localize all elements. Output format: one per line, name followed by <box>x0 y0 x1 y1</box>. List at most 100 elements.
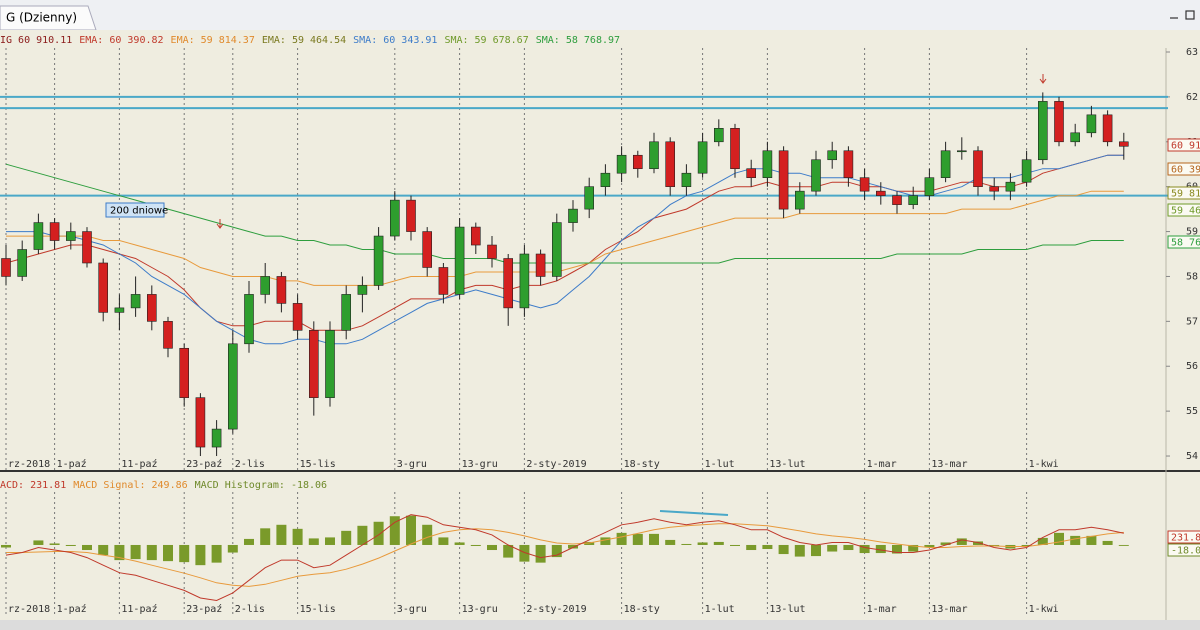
candle-body <box>697 141 708 174</box>
candle-body <box>681 172 692 187</box>
histogram-bar <box>195 544 206 566</box>
histogram-bar <box>827 544 838 552</box>
histogram-bar <box>470 544 481 546</box>
histogram-bar <box>325 537 335 545</box>
macd-label-box <box>1167 543 1200 557</box>
y-tick-label: 62 <box>1186 92 1198 103</box>
y-tick-label: 59 <box>1186 227 1198 238</box>
legend-item: SMA: 58 768.97 <box>536 35 620 46</box>
candle-body <box>195 397 206 448</box>
histogram-bar <box>146 544 157 561</box>
x-tick-label: 18-sty <box>624 604 660 615</box>
candle-body <box>1102 114 1113 143</box>
x-tick-label: 1-mar <box>867 459 897 470</box>
candle-body <box>1119 141 1129 147</box>
price-label: 59 46 <box>1171 206 1200 217</box>
candle-body <box>1005 181 1016 192</box>
legend-item: SMA: 59 678.67 <box>444 35 528 46</box>
arrow <box>1039 74 1047 84</box>
y-tick-label: 56 <box>1186 361 1198 372</box>
legend-item: MACD Histogram: -18.06 <box>195 480 327 491</box>
candle-body <box>973 150 983 187</box>
candle-body <box>98 262 108 313</box>
histogram-bar <box>422 524 433 545</box>
candle-body <box>163 321 173 349</box>
histogram-bar <box>1070 535 1081 545</box>
x-tick-label: 3-gru <box>397 459 427 470</box>
candle-body <box>454 226 465 295</box>
annotation-box <box>105 202 165 218</box>
x-tick-label: 13-lut <box>769 604 805 615</box>
histogram-bar <box>568 544 578 549</box>
candle-body <box>373 235 384 286</box>
arrow <box>216 219 224 229</box>
candle-body <box>406 199 416 232</box>
histogram-bar <box>292 528 303 545</box>
candle-body <box>292 303 303 331</box>
candle-body <box>1086 114 1097 134</box>
candle-body <box>989 186 1000 192</box>
candle-body <box>956 150 967 153</box>
x-tick-label: rz-2018 <box>8 604 50 615</box>
x-tick-label: 23-paź <box>186 603 222 615</box>
x-tick-label: 1-lut <box>705 459 735 470</box>
candle-body <box>341 294 352 331</box>
candle-body <box>859 177 870 192</box>
divergence-line <box>659 510 729 516</box>
candle-body <box>114 307 125 313</box>
histogram-bar <box>697 542 708 545</box>
x-tick-label: 13-lut <box>769 459 805 470</box>
histogram-bar <box>681 543 692 545</box>
x-tick-label: 13-gru <box>462 459 498 470</box>
window-controls[interactable] <box>1170 10 1195 20</box>
candle-body <box>422 231 433 268</box>
candle-body <box>794 190 805 210</box>
histogram-bar <box>924 544 935 548</box>
x-tick-label: 18-sty <box>624 459 660 470</box>
candle-body <box>1038 101 1048 161</box>
x-tick-label: 1-lut <box>705 604 735 615</box>
legend-item: MACD Signal: 249.86 <box>73 480 187 491</box>
x-tick-label: 13-mar <box>931 604 967 615</box>
candle-body <box>147 294 157 322</box>
price-label-box <box>1167 138 1200 152</box>
histogram-bar <box>1086 535 1097 545</box>
candle-body <box>325 330 335 398</box>
macd-label: 231.8 <box>1171 533 1200 544</box>
histogram-bar <box>746 544 757 551</box>
x-tick-label: 1-mar <box>867 604 897 615</box>
histogram-bar <box>713 541 724 545</box>
histogram-bar <box>49 543 60 545</box>
histogram-bar <box>130 544 141 560</box>
candle-body <box>778 150 789 210</box>
candle-body <box>811 159 821 192</box>
macd-label: -18.0 <box>1171 546 1200 557</box>
moving-average <box>5 154 1124 331</box>
macd-label-box <box>1167 530 1200 544</box>
candle-body <box>130 294 141 309</box>
candle-body <box>875 190 886 196</box>
macd-line <box>5 514 1124 602</box>
x-tick-label: 11-paź <box>121 603 157 615</box>
histogram-bar <box>973 541 983 545</box>
x-tick-label: 2-sty-2019 <box>526 604 586 615</box>
x-tick-label: 15-lis <box>300 459 336 470</box>
y-tick-label: 54 <box>1186 451 1198 462</box>
histogram-bar <box>179 544 190 563</box>
legend-item: EMA: 59 464.54 <box>262 35 346 46</box>
price-label: 58 76 <box>1171 238 1200 249</box>
candle-body <box>535 253 546 277</box>
y-tick-label: 58 <box>1186 271 1198 282</box>
candle-body <box>308 330 319 398</box>
x-tick-label: 13-mar <box>931 459 967 470</box>
candle-body <box>1021 159 1032 183</box>
histogram-bar <box>503 544 514 558</box>
candle-body <box>584 186 595 210</box>
x-tick-label: 23-paź <box>186 458 222 470</box>
histogram-bar <box>1021 544 1032 546</box>
histogram-bar <box>1 544 11 548</box>
candle-body <box>66 231 76 241</box>
moving-average <box>5 163 1124 264</box>
moving-average <box>6 190 1124 286</box>
legend-item: EMA: 60 390.82 <box>79 35 163 46</box>
